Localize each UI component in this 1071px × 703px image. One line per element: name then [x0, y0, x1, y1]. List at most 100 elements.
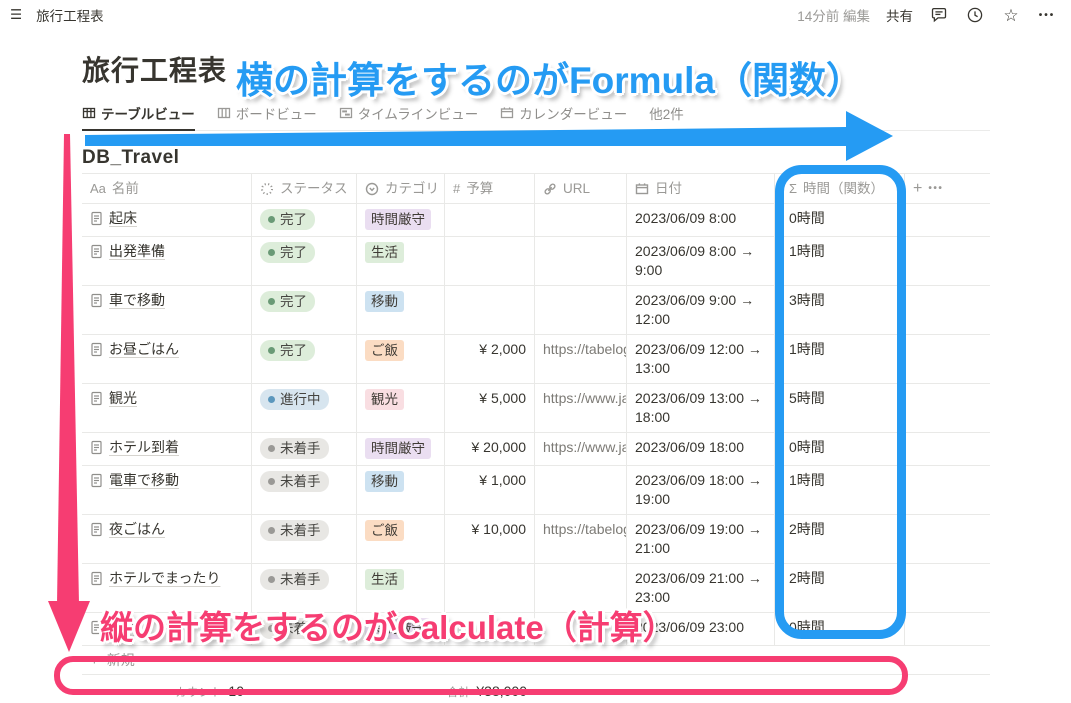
row-date-cell[interactable]: 2023/06/09 21:00 → 23:00: [627, 564, 775, 612]
row-time-formula-cell[interactable]: 1時間: [775, 466, 905, 514]
row-name-cell[interactable]: 起床: [82, 204, 252, 236]
tab-calendar-view[interactable]: カレンダービュー: [500, 103, 627, 130]
row-date-cell[interactable]: 2023/06/09 12:00 → 13:00: [627, 335, 775, 383]
row-url-cell[interactable]: [535, 466, 627, 514]
database-title[interactable]: DB_Travel: [82, 147, 180, 168]
row-category-cell[interactable]: 時間厳守: [357, 204, 445, 236]
row-date-cell[interactable]: 2023/06/09 23:00: [627, 613, 775, 645]
row-category-cell[interactable]: 時間厳守: [357, 613, 445, 645]
tab-timeline-view[interactable]: タイムラインビュー: [339, 103, 478, 130]
row-budget-cell[interactable]: [445, 204, 535, 236]
category-tag: 観光: [365, 389, 404, 410]
row-budget-cell[interactable]: ¥ 5,000: [445, 384, 535, 432]
row-time-formula-cell[interactable]: 1時間: [775, 335, 905, 383]
row-budget-cell[interactable]: ¥ 10,000: [445, 515, 535, 563]
row-date-cell[interactable]: 2023/06/09 18:00: [627, 433, 775, 465]
row-date-cell[interactable]: 2023/06/09 8:00: [627, 204, 775, 236]
row-url-cell[interactable]: [535, 613, 627, 645]
row-budget-cell[interactable]: [445, 286, 535, 334]
comments-icon[interactable]: [929, 5, 949, 25]
row-name-cell[interactable]: 車で移動: [82, 286, 252, 334]
hamburger-menu-icon[interactable]: ☰: [10, 7, 23, 22]
category-tag: 移動: [365, 471, 404, 492]
row-name-cell[interactable]: 電車で移動: [82, 466, 252, 514]
row-time-formula-cell[interactable]: 3時間: [775, 286, 905, 334]
row-status-cell[interactable]: 未着手: [252, 433, 357, 465]
row-url-cell[interactable]: https://www.ja: [535, 433, 627, 465]
more-options-icon[interactable]: •••: [1038, 9, 1056, 21]
row-status-cell[interactable]: 完了: [252, 204, 357, 236]
row-url-cell[interactable]: [535, 564, 627, 612]
tab-board-view[interactable]: ボードビュー: [217, 103, 317, 130]
row-category-cell[interactable]: 移動: [357, 466, 445, 514]
row-status-cell[interactable]: 進行中: [252, 384, 357, 432]
column-header-time-formula[interactable]: Σ 時間（関数）: [775, 174, 905, 203]
row-time-formula-cell[interactable]: 0時間: [775, 433, 905, 465]
row-budget-cell[interactable]: [445, 237, 535, 285]
row-time-formula-cell[interactable]: 0時間: [775, 613, 905, 645]
column-header-status[interactable]: ステータス: [252, 174, 357, 203]
row-status-cell[interactable]: 完了: [252, 335, 357, 383]
row-category-cell[interactable]: 観光: [357, 384, 445, 432]
row-url-cell[interactable]: https://tabelog: [535, 335, 627, 383]
category-tag: 時間厳守: [365, 618, 431, 639]
column-header-date[interactable]: 日付: [627, 174, 775, 203]
history-clock-icon[interactable]: [965, 5, 985, 25]
row-date-cell[interactable]: 2023/06/09 18:00 → 19:00: [627, 466, 775, 514]
add-property-button[interactable]: +: [913, 180, 923, 197]
row-name-cell[interactable]: お昼ごはん: [82, 335, 252, 383]
row-date-cell[interactable]: 2023/06/09 19:00 → 21:00: [627, 515, 775, 563]
row-time-formula-cell[interactable]: 2時間: [775, 564, 905, 612]
row-status-cell[interactable]: 未着手: [252, 564, 357, 612]
row-budget-cell[interactable]: ¥ 20,000: [445, 433, 535, 465]
row-time-formula-cell[interactable]: 5時間: [775, 384, 905, 432]
tab-table-view[interactable]: テーブルビュー: [82, 103, 195, 131]
row-url-cell[interactable]: [535, 237, 627, 285]
row-status-cell[interactable]: 完了: [252, 286, 357, 334]
row-status-cell[interactable]: 完了: [252, 237, 357, 285]
row-name-cell[interactable]: ホテルでまったり: [82, 564, 252, 612]
row-category-cell[interactable]: 移動: [357, 286, 445, 334]
row-date-cell[interactable]: 2023/06/09 9:00 → 12:00: [627, 286, 775, 334]
row-url-cell[interactable]: [535, 204, 627, 236]
row-budget-cell[interactable]: ¥ 2,000: [445, 335, 535, 383]
table-options-icon[interactable]: •••: [928, 183, 944, 194]
count-calculation[interactable]: カウント 10: [175, 682, 244, 699]
sum-calculation[interactable]: 合計 ¥38,000: [446, 682, 527, 699]
row-date-cell[interactable]: 2023/06/09 8:00 → 9:00: [627, 237, 775, 285]
column-header-category[interactable]: カテゴリ: [357, 174, 445, 203]
row-date-cell[interactable]: 2023/06/09 13:00 → 18:00: [627, 384, 775, 432]
row-category-cell[interactable]: 生活: [357, 237, 445, 285]
column-header-name[interactable]: Aa 名前: [82, 174, 252, 203]
column-header-budget[interactable]: # 予算: [445, 174, 535, 203]
row-name-cell[interactable]: 出発準備: [82, 237, 252, 285]
row-budget-cell[interactable]: ¥ 1,000: [445, 466, 535, 514]
row-category-cell[interactable]: ご飯: [357, 515, 445, 563]
row-category-cell[interactable]: ご飯: [357, 335, 445, 383]
row-budget-cell[interactable]: [445, 613, 535, 645]
row-time-formula-cell[interactable]: 0時間: [775, 204, 905, 236]
row-name-cell[interactable]: 観光: [82, 384, 252, 432]
row-category-cell[interactable]: 生活: [357, 564, 445, 612]
row-gutter: [905, 384, 990, 432]
row-budget-cell[interactable]: [445, 564, 535, 612]
row-name-cell[interactable]: 夜ごはん: [82, 515, 252, 563]
row-url-cell[interactable]: https://www.ja: [535, 384, 627, 432]
row-url-cell[interactable]: https://tabelog: [535, 515, 627, 563]
column-header-url[interactable]: URL: [535, 174, 627, 203]
row-name-cell[interactable]: 就寝: [82, 613, 252, 645]
row-category-cell[interactable]: 時間厳守: [357, 433, 445, 465]
breadcrumb-doc-title[interactable]: 旅行工程表: [36, 9, 104, 24]
share-button[interactable]: 共有: [886, 9, 913, 24]
row-name-cell[interactable]: ホテル到着: [82, 433, 252, 465]
row-time-formula-cell[interactable]: 2時間: [775, 515, 905, 563]
row-status-cell[interactable]: 未着手: [252, 466, 357, 514]
text-property-icon: Aa: [90, 181, 106, 196]
row-status-cell[interactable]: 未着手: [252, 613, 357, 645]
row-time-formula-cell[interactable]: 1時間: [775, 237, 905, 285]
favorite-star-icon[interactable]: ☆: [1003, 5, 1019, 25]
tab-more-views[interactable]: 他2件: [649, 107, 684, 122]
new-row-button[interactable]: + 新規: [90, 651, 135, 669]
row-status-cell[interactable]: 未着手: [252, 515, 357, 563]
row-url-cell[interactable]: [535, 286, 627, 334]
